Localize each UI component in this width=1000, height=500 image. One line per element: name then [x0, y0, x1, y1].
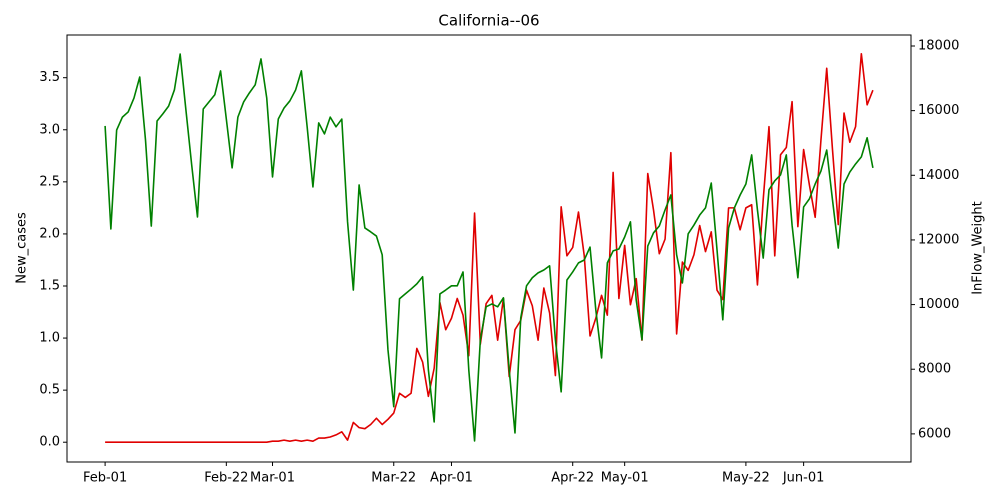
x-tick-label: Apr-22	[551, 471, 594, 486]
x-tick-label: Feb-22	[204, 471, 248, 486]
y-tick-label: 3.5	[39, 70, 60, 85]
x-tick-label: May-01	[601, 471, 649, 486]
plot-frame	[66, 34, 912, 463]
y2-tick-label: 16000	[918, 103, 959, 118]
x-tick-label: Feb-01	[83, 471, 127, 486]
y-tick-label: 1.5	[39, 278, 60, 293]
x-tick-label: Jun-01	[782, 471, 825, 486]
line-series	[105, 52, 874, 444]
x-tick-label: Mar-22	[371, 471, 416, 486]
y-axis-label: New_cases	[15, 212, 30, 284]
y-tick-label: 0.0	[39, 435, 60, 450]
chart-title: California--06	[438, 12, 539, 30]
y2-tick-label: 6000	[918, 426, 951, 441]
y2-tick-label: 10000	[918, 297, 959, 312]
y-tick-label: 2.5	[39, 174, 60, 189]
x-tick-label: Apr-01	[430, 471, 473, 486]
y-tick-label: 1.0	[39, 331, 60, 346]
y2-tick-label: 8000	[918, 362, 951, 377]
x-tick-label: May-22	[722, 471, 770, 486]
y-tick-label: 0.5	[39, 383, 60, 398]
x-tick-label: Mar-01	[250, 471, 295, 486]
y2-tick-label: 12000	[918, 232, 959, 247]
y2-tick-label: 18000	[918, 38, 959, 53]
y-tick-label: 2.0	[39, 226, 60, 241]
y2-axis-label: InFlow_Weight	[971, 201, 986, 295]
y-tick-label: 3.0	[39, 122, 60, 137]
y2-tick-label: 14000	[918, 168, 959, 183]
line-series	[104, 53, 874, 442]
